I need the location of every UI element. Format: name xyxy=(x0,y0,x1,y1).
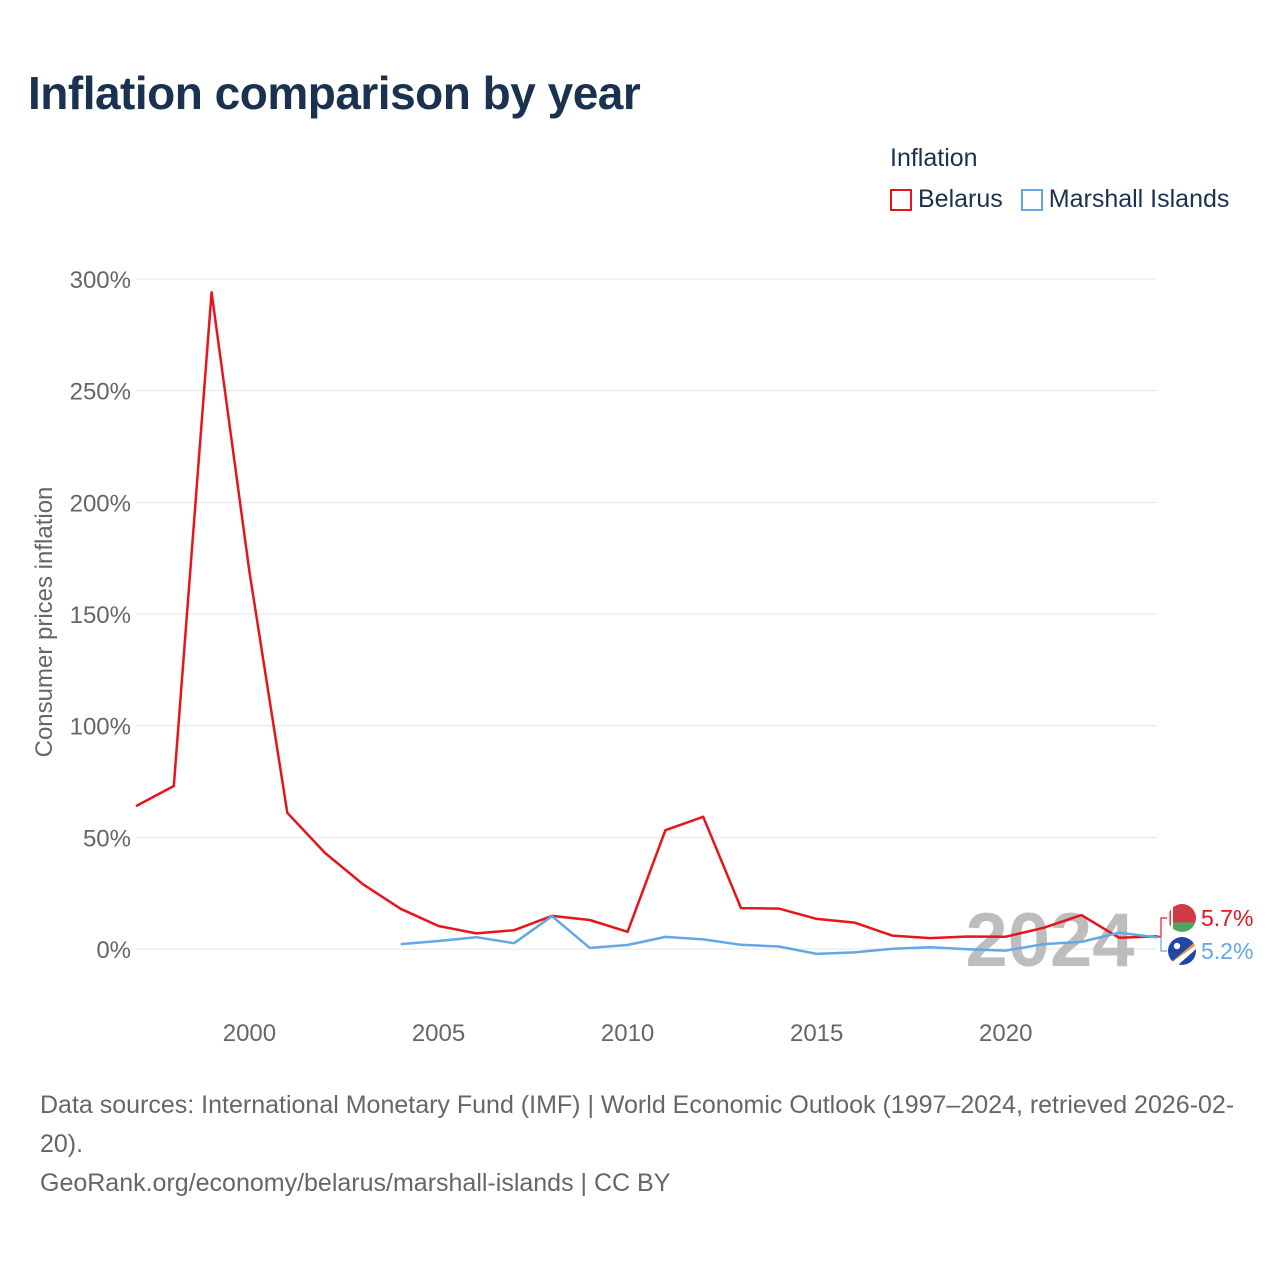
y-tick-label: 100% xyxy=(70,714,131,741)
y-tick-label: 300% xyxy=(70,267,131,294)
series-line-marshall-islands[interactable] xyxy=(400,914,1158,956)
end-value-label-belarus: 5.7% xyxy=(1201,905,1253,931)
x-tick-label: 2005 xyxy=(412,1020,465,1047)
y-tick-label: 50% xyxy=(83,825,131,852)
legend-swatch-marshall-islands xyxy=(1020,188,1043,211)
y-axis-label: Consumer prices inflation xyxy=(31,487,58,758)
x-tick-label: 2000 xyxy=(223,1020,276,1047)
legend-label-belarus: Belarus xyxy=(918,185,1003,213)
x-tick-label: 2010 xyxy=(601,1020,654,1047)
chart-title: Inflation comparison by year xyxy=(28,67,641,119)
source-note: Data sources: International Monetary Fun… xyxy=(40,1086,1250,1203)
y-tick-label: 0% xyxy=(96,937,131,964)
legend-label-marshall-islands: Marshall Islands xyxy=(1048,185,1230,213)
y-tick-label: 150% xyxy=(70,602,131,629)
year-watermark: 2024 xyxy=(965,898,1134,983)
data-sources-text: Data sources: International Monetary Fun… xyxy=(40,1091,1235,1158)
end-connector-belarus xyxy=(1157,917,1167,937)
credit-text: GeoRank.org/economy/belarus/marshall-isl… xyxy=(40,1169,671,1197)
y-tick-label: 200% xyxy=(70,490,131,517)
y-tick-label: 250% xyxy=(70,379,131,406)
line-chart: 0%50%100%150%200%250%300% 2000 2005 2010 20… xyxy=(31,267,1253,1047)
end-labels: 5.7% 5.2% xyxy=(1157,904,1253,965)
series-line-belarus[interactable] xyxy=(135,291,1158,940)
gridlines xyxy=(136,278,1157,950)
legend-item-belarus[interactable]: Belarus xyxy=(890,185,1003,214)
legend: Inflation Belarus Marshall Islands xyxy=(890,144,1229,214)
x-axis-ticks: 2000 2005 2010 2015 2020 xyxy=(223,1020,1033,1047)
flag-icon-marshall-islands xyxy=(1168,937,1196,965)
end-connector-marshall-islands xyxy=(1157,936,1167,952)
x-tick-label: 2015 xyxy=(790,1020,843,1047)
legend-title: Inflation xyxy=(890,144,978,172)
end-value-label-marshall-islands: 5.2% xyxy=(1201,938,1253,964)
x-tick-label: 2020 xyxy=(979,1020,1032,1047)
y-axis-ticks: 0% 50% 100% 150% 200% 250% 300% xyxy=(70,267,131,964)
series-lines xyxy=(135,291,1158,956)
legend-swatch-belarus xyxy=(890,188,912,211)
flag-icon-belarus xyxy=(1168,904,1196,932)
legend-item-marshall-islands[interactable]: Marshall Islands xyxy=(1020,185,1230,214)
